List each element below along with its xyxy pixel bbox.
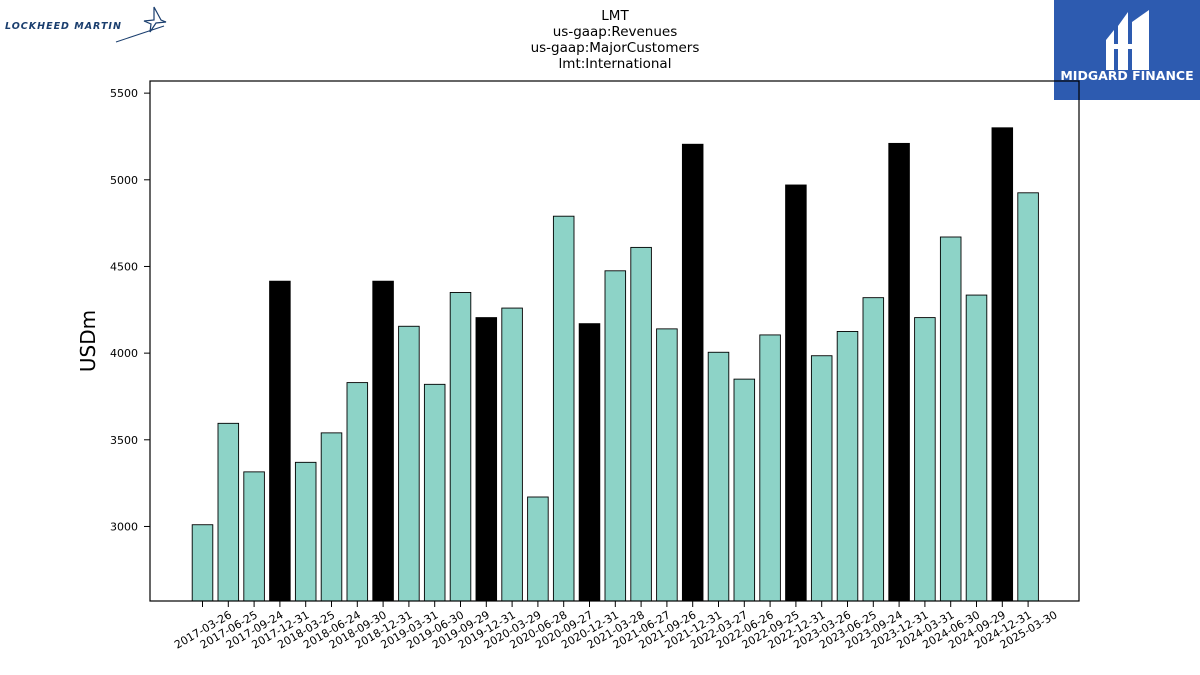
plot-frame bbox=[149, 80, 1080, 602]
bar-2023-09-24 bbox=[862, 297, 885, 602]
bar-2019-12-31 bbox=[475, 317, 498, 602]
y-tick-label: 3000 bbox=[110, 520, 138, 533]
y-axis-label: USDm bbox=[76, 310, 100, 372]
bar-2020-06-28 bbox=[527, 496, 549, 602]
bar-2017-06-25 bbox=[217, 422, 240, 602]
y-tick-label: 5000 bbox=[110, 174, 138, 187]
bars bbox=[191, 127, 1039, 602]
bar-2022-03-27 bbox=[707, 351, 730, 602]
bar-2018-09-30 bbox=[346, 382, 369, 602]
bar-2018-12-31 bbox=[372, 280, 394, 602]
bar-2024-03-31 bbox=[914, 317, 936, 602]
bar-2020-03-29 bbox=[501, 307, 523, 602]
bar-2019-09-29 bbox=[449, 292, 472, 602]
bar-2021-06-27 bbox=[630, 246, 652, 602]
chart-title-line: LMT bbox=[601, 8, 629, 24]
bar-2018-06-24 bbox=[320, 432, 343, 602]
bar-2024-12-31 bbox=[991, 127, 1014, 602]
bar-2020-12-31 bbox=[578, 323, 601, 602]
bar-2023-12-31 bbox=[888, 142, 910, 602]
y-tick-label: 3500 bbox=[110, 434, 138, 447]
chart-title: LMTus-gaap:Revenuesus-gaap:MajorCustomer… bbox=[531, 8, 700, 72]
bar-2022-12-31 bbox=[785, 184, 807, 602]
bar-2017-12-31 bbox=[269, 280, 291, 602]
midgard-m-icon bbox=[1106, 10, 1149, 70]
x-axis: 2017-03-262017-06-252017-09-242017-12-31… bbox=[172, 601, 1060, 652]
bar-2017-03-26 bbox=[191, 524, 214, 602]
star-icon bbox=[143, 6, 167, 33]
chart-title-line: lmt:International bbox=[559, 56, 672, 72]
bar-2019-03-31 bbox=[398, 325, 420, 602]
bar-2025-03-30 bbox=[1017, 192, 1039, 602]
bar-2024-09-29 bbox=[965, 294, 988, 602]
bar-2021-03-28 bbox=[604, 270, 627, 602]
bar-2019-06-30 bbox=[423, 383, 446, 602]
bar-2020-09-27 bbox=[552, 215, 575, 602]
bar-2024-06-30 bbox=[939, 236, 962, 602]
y-tick-label: 5500 bbox=[110, 87, 138, 100]
midgard-finance-logo: MIDGARD FINANCE bbox=[1054, 0, 1200, 100]
bar-2021-09-26 bbox=[656, 328, 678, 602]
lockheed-martin-logo: LOCKHEED MARTIN bbox=[4, 4, 170, 46]
bar-2021-12-31 bbox=[681, 143, 704, 602]
swoosh-line bbox=[115, 25, 165, 43]
y-tick-label: 4500 bbox=[110, 260, 138, 273]
bar-2017-09-24 bbox=[243, 471, 265, 602]
chart-title-line: us-gaap:MajorCustomers bbox=[531, 40, 700, 56]
bar-2022-06-26 bbox=[733, 378, 756, 602]
chart-title-line: us-gaap:Revenues bbox=[553, 24, 678, 40]
bar-2022-09-25 bbox=[759, 334, 781, 602]
bar-2023-06-25 bbox=[836, 331, 859, 602]
y-axis: 3000 3500 4000 4500 5000 5500 bbox=[110, 87, 150, 533]
midgard-logo-text: MIDGARD FINANCE bbox=[1060, 68, 1193, 83]
bar-2018-03-25 bbox=[294, 461, 317, 602]
y-tick-label: 4000 bbox=[110, 347, 138, 360]
bar-2023-03-26 bbox=[810, 355, 833, 602]
lockheed-martin-logo-text: LOCKHEED MARTIN bbox=[5, 21, 122, 32]
